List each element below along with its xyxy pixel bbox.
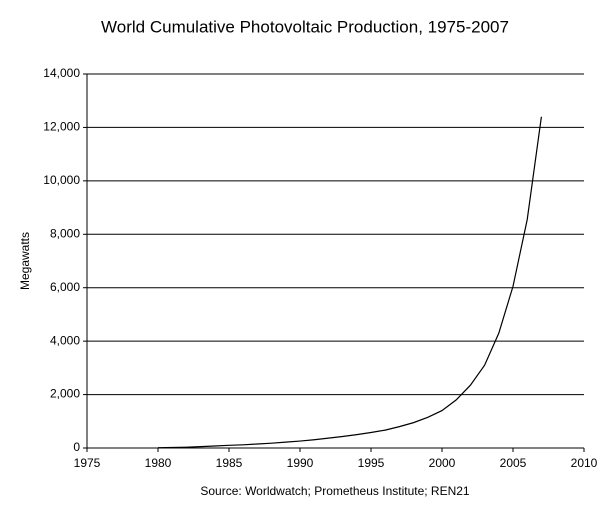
x-tick-label: 1985 [216, 456, 243, 470]
y-tick-label: 12,000 [43, 120, 80, 134]
y-axis-label: Megawatts [18, 232, 32, 290]
x-tick-label: 2010 [571, 456, 598, 470]
y-tick-label: 10,000 [43, 173, 80, 187]
y-tick-label: 4,000 [50, 333, 80, 347]
x-tick-label: 1975 [74, 456, 101, 470]
x-tick-label: 1980 [145, 456, 172, 470]
y-tick-label: 2,000 [50, 387, 80, 401]
x-tick-label: 1990 [287, 456, 314, 470]
y-tick-label: 0 [73, 440, 80, 454]
x-tick-label: 1995 [358, 456, 385, 470]
source-note: Source: Worldwatch; Prometheus Institute… [200, 484, 470, 498]
x-tick-label: 2000 [429, 456, 456, 470]
series-line [157, 116, 542, 449]
y-tick-label: 14,000 [43, 66, 80, 80]
chart-title: World Cumulative Photovoltaic Production… [101, 17, 509, 36]
y-tick-label: 6,000 [50, 280, 80, 294]
y-tick-label: 8,000 [50, 226, 80, 240]
x-tick-label: 2005 [500, 456, 527, 470]
